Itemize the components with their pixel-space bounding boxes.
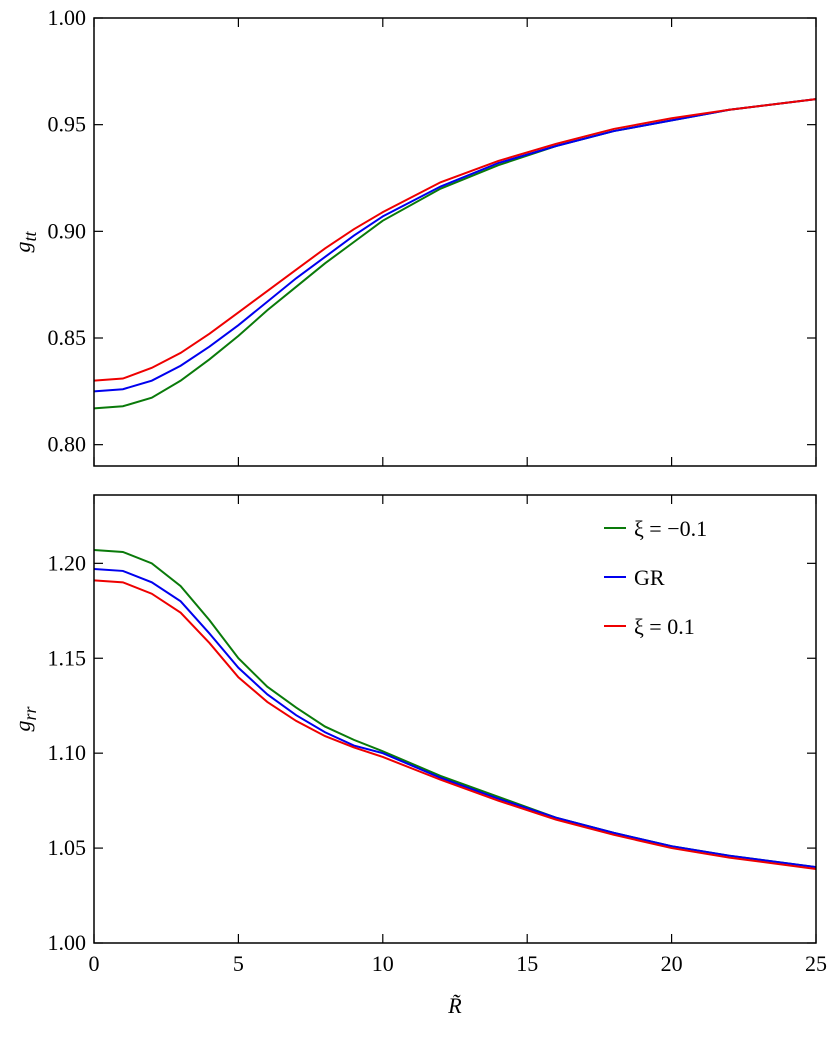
legend-label: GR (634, 565, 665, 590)
y-tick-label: 1.20 (48, 550, 87, 575)
y-axis-label: grr (10, 706, 40, 732)
x-tick-label: 5 (233, 951, 244, 976)
y-tick-label: 0.95 (48, 112, 87, 137)
line-series (93, 98, 817, 393)
line-series (93, 549, 817, 869)
legend-label: ξ = 0.1 (634, 614, 695, 639)
y-axis-label: gtt (10, 231, 40, 253)
y-tick-label: 0.80 (48, 432, 87, 457)
y-axis-label-sub: tt (20, 231, 40, 242)
x-tick-label: 0 (89, 951, 100, 976)
x-tick-label: 15 (516, 951, 538, 976)
x-tick-label: 25 (805, 951, 827, 976)
y-tick-label: 1.00 (48, 5, 87, 30)
y-axis-label-base: g (10, 242, 35, 253)
y-axis-label-base: g (10, 721, 35, 732)
y-tick-label: 1.10 (48, 740, 87, 765)
x-tick-label: 10 (372, 951, 394, 976)
y-axis-label-sub: rr (20, 706, 40, 721)
x-axis-label: R̃ (447, 993, 462, 1018)
y-tick-label: 0.90 (48, 218, 87, 243)
y-tick-label: 1.15 (48, 645, 87, 670)
line-series (93, 579, 817, 870)
legend-label: ξ = −0.1 (634, 516, 707, 541)
line-series (93, 98, 817, 410)
panel: 0.80 0.85 0.90 0.95 1.00 gtt (10, 5, 817, 467)
panel: 1.00 1.05 1.10 1.15 1.20 0 5 10 15 20 25 grr R̃ ξ = −… (10, 494, 827, 1018)
line-series (93, 568, 817, 869)
y-tick-label: 1.00 (48, 930, 87, 955)
line-series (93, 98, 817, 382)
plot-frame (93, 17, 817, 467)
plot-frame (93, 494, 817, 944)
y-tick-label: 1.05 (48, 835, 87, 860)
y-tick-label: 0.85 (48, 325, 87, 350)
x-tick-label: 20 (661, 951, 683, 976)
